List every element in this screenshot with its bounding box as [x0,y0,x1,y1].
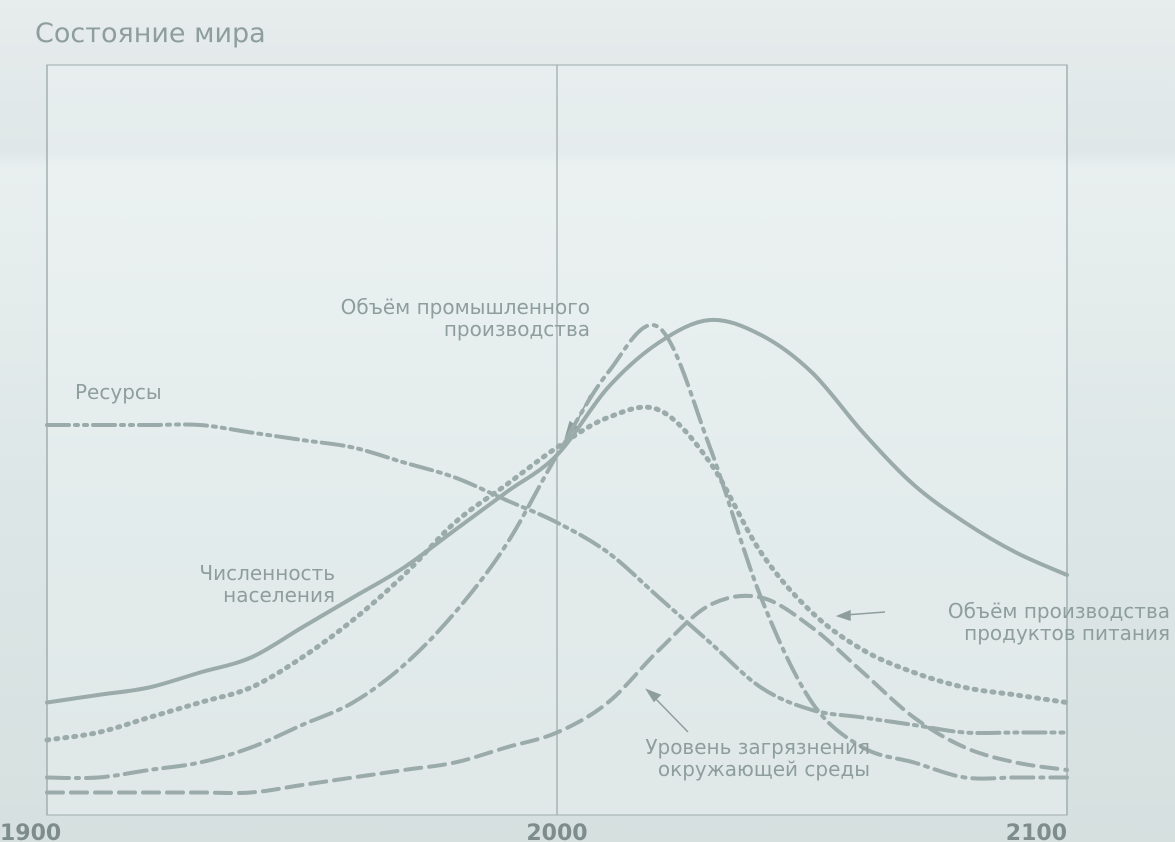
series-label: Ресурсы [75,381,162,403]
page: Состояние мира 1900 2000 2100 Ресурсы Числ… [0,0,1175,842]
chart-title: Состояние мира [35,18,266,49]
x-tick-label: 2100 [1006,821,1067,842]
series-label: Объём промышленного производства [260,296,590,340]
x-tick-label: 1900 [0,821,61,842]
x-tick-label: 2000 [526,821,587,842]
series-label: Уровень загрязнения окружающей среды [540,736,870,780]
series-label: Численность населения [140,562,335,606]
chart: Состояние мира 1900 2000 2100 [0,0,1175,842]
series-label: Объём производства продуктов питания [820,600,1170,644]
